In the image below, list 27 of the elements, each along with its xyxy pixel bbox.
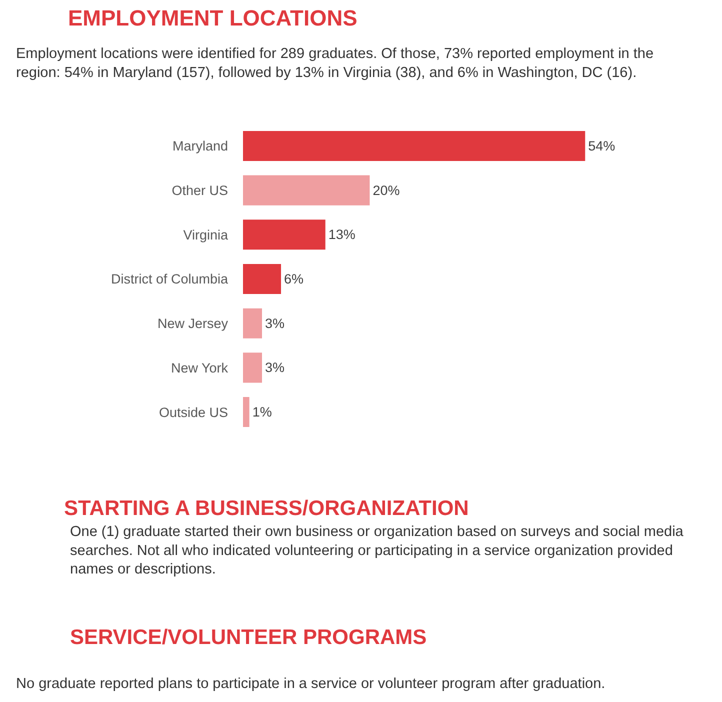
- y-tick-label: New York: [170, 360, 228, 376]
- y-tick-label: New Jersey: [157, 316, 228, 332]
- data-label: 54%: [588, 138, 616, 154]
- text: STARTING A BUSINESS/ORGANIZATION: [64, 497, 469, 520]
- bar: [243, 397, 250, 428]
- text: One (1) graduate started their own business or organization based on surveys and social media searches. Not all who indicated volunteering or participating in a service organization provided names or descriptions.: [70, 524, 684, 578]
- y-tick-label: District of Columbia: [110, 272, 228, 287]
- text: SERVICE/VOLUNTEER PROGRAMS: [70, 626, 427, 649]
- chart-subtitle: Employment locations were identified for 289 graduates. Of those, 73% reported employment in the region: 54% in Maryland (157), followed by 13% in Virginia (38), and 6% in Washington, DC (16).: [16, 46, 654, 81]
- data-label: 13%: [328, 227, 356, 242]
- text: No graduate reported plans to participate in a service or volunteer program after graduation.: [16, 676, 606, 692]
- bar: [243, 175, 370, 206]
- y-tick-label: Outside US: [158, 404, 228, 420]
- y-tick-label: Maryland: [172, 138, 228, 154]
- bar: [243, 220, 326, 250]
- bar: [243, 308, 262, 338]
- y-tick-label: Virginia: [183, 227, 228, 242]
- data-label: 6%: [284, 272, 304, 286]
- bar: [243, 264, 282, 294]
- data-label: 20%: [372, 182, 400, 198]
- data-label: 3%: [265, 316, 285, 331]
- bar: [243, 130, 586, 161]
- data-label: 1%: [252, 404, 272, 420]
- chart-title: EMPLOYMENT LOCATIONS: [68, 6, 358, 31]
- bar: [243, 352, 262, 383]
- data-label: 3%: [265, 360, 285, 376]
- y-tick-label: Other US: [172, 183, 228, 198]
